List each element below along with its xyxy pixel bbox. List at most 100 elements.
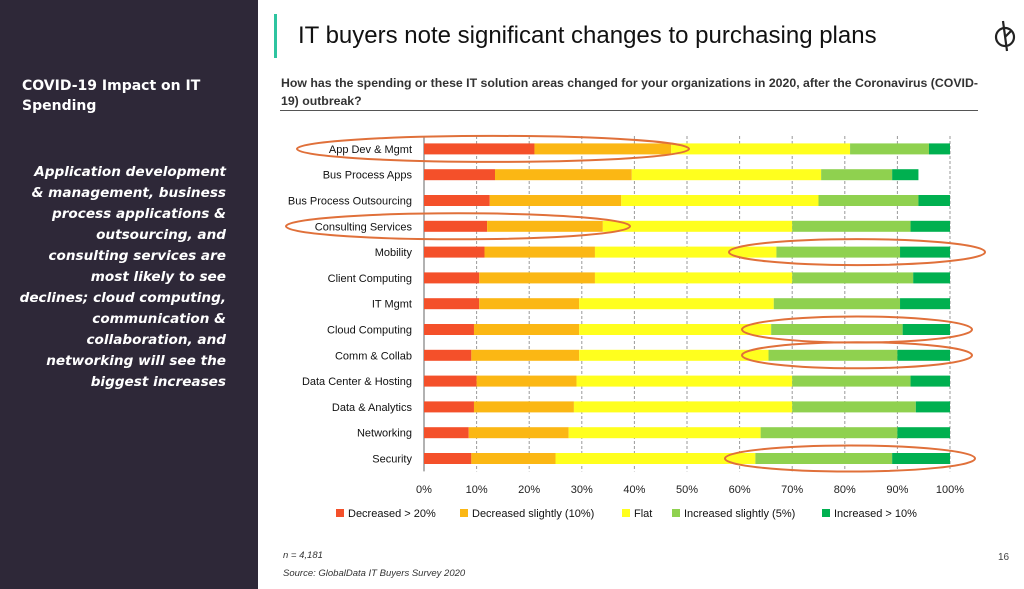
legend-swatch	[460, 509, 468, 517]
bar-segment	[771, 324, 903, 335]
legend-label: Decreased > 20%	[348, 508, 436, 520]
bar-segment	[473, 324, 580, 335]
x-tick-label: 90%	[886, 484, 908, 496]
x-tick-label: 30%	[571, 484, 593, 496]
x-tick-label: 20%	[518, 484, 540, 496]
bar-segment	[897, 349, 950, 361]
globaldata-logo-icon	[994, 20, 1016, 52]
category-label: Networking	[357, 428, 412, 440]
bar-segment	[910, 375, 950, 387]
bar-segment	[760, 427, 898, 439]
source-note: Source: GlobalData IT Buyers Survey 2020	[283, 568, 466, 579]
bar-segment	[915, 401, 950, 413]
bar-segment	[568, 427, 761, 439]
bar-segment	[792, 220, 911, 232]
legend-label: Flat	[634, 508, 652, 520]
legend-swatch	[336, 509, 344, 517]
bar-segment	[792, 272, 914, 284]
category-label: Bus Process Outsourcing	[288, 196, 412, 208]
bar-segment	[573, 401, 793, 413]
bar-segment	[576, 375, 793, 387]
x-tick-label: 70%	[781, 484, 803, 496]
bar-segment	[594, 246, 777, 258]
bar-segment	[555, 453, 756, 464]
category-label: Bus Process Apps	[323, 170, 413, 182]
category-label: App Dev & Mgmt	[329, 144, 412, 156]
bar-segment	[792, 401, 916, 413]
bar-segment	[424, 375, 477, 387]
bar-segment	[773, 298, 901, 310]
bar-segment	[900, 246, 950, 258]
category-label: Comm & Collab	[335, 350, 412, 362]
bar-segment	[579, 298, 774, 310]
bar-segment	[424, 324, 474, 335]
bar-segment	[792, 375, 911, 387]
bar-segment	[755, 453, 893, 464]
bar-segment	[913, 272, 950, 284]
bar-segment	[892, 453, 950, 464]
legend-label: Decreased slightly (10%)	[472, 508, 594, 520]
bar-segment	[621, 195, 819, 206]
chart-title: How has the spending or these IT solutio…	[281, 76, 978, 108]
legend-swatch	[822, 509, 830, 517]
bar-segment	[579, 349, 769, 361]
page-number: 16	[998, 552, 1010, 563]
highlight-ellipse	[741, 341, 973, 370]
bar-segment	[897, 427, 950, 439]
highlight-ellipse	[296, 134, 690, 163]
bar-segment	[424, 246, 485, 258]
category-label: Data Center & Hosting	[302, 376, 412, 388]
title-accent-bar	[274, 14, 277, 58]
bar-segment	[484, 246, 595, 258]
bar-segment	[424, 298, 480, 310]
bar-segment	[479, 272, 595, 284]
x-tick-label: 80%	[834, 484, 856, 496]
bar-segment	[850, 143, 929, 155]
bar-segment	[892, 169, 919, 181]
slide-title: IT buyers note significant changes to pu…	[298, 22, 877, 49]
sidebar-heading: COVID-19 Impact on IT Spending	[22, 78, 201, 114]
x-tick-label: 100%	[936, 484, 964, 496]
x-tick-label: 10%	[466, 484, 488, 496]
bar-segment	[902, 324, 950, 335]
legend-label: Increased slightly (5%)	[684, 508, 795, 520]
x-tick-label: 0%	[416, 484, 432, 496]
category-label: IT Mgmt	[372, 299, 412, 311]
bar-segment	[424, 349, 472, 361]
bar-segment	[821, 169, 893, 181]
legend-swatch	[622, 509, 630, 517]
category-label: Consulting Services	[315, 221, 413, 233]
x-tick-label: 40%	[623, 484, 645, 496]
bar-segment	[534, 143, 672, 155]
bar-segment	[671, 143, 851, 155]
bar-segment	[424, 453, 472, 464]
category-label: Cloud Computing	[327, 325, 412, 337]
bar-segment	[489, 195, 622, 206]
bar-segment	[424, 143, 535, 155]
highlight-ellipse	[285, 212, 631, 241]
bar-segment	[918, 195, 950, 206]
bar-segment	[594, 272, 793, 284]
bar-segment	[471, 453, 556, 464]
bar-segment	[424, 169, 496, 181]
category-label: Client Computing	[328, 273, 412, 285]
bar-segment	[631, 169, 822, 181]
bar-segment	[473, 401, 574, 413]
bar-segment	[579, 324, 772, 335]
highlight-ellipse	[724, 444, 976, 473]
category-label: Mobility	[375, 247, 413, 259]
bar-segment	[479, 298, 580, 310]
bar-segment	[424, 220, 488, 232]
sidebar-panel: COVID-19 Impact on IT Spending Applicati…	[0, 0, 258, 589]
bar-segment	[602, 220, 793, 232]
bar-segment	[424, 272, 480, 284]
category-label: Data & Analytics	[332, 402, 413, 414]
category-label: Security	[372, 454, 412, 466]
x-tick-label: 60%	[729, 484, 751, 496]
bar-segment	[468, 427, 569, 439]
bar-segment	[471, 349, 580, 361]
sidebar-body-text: Application development & management, bu…	[19, 164, 226, 390]
legend-swatch	[672, 509, 680, 517]
sample-size-note: n = 4,181	[283, 550, 323, 561]
